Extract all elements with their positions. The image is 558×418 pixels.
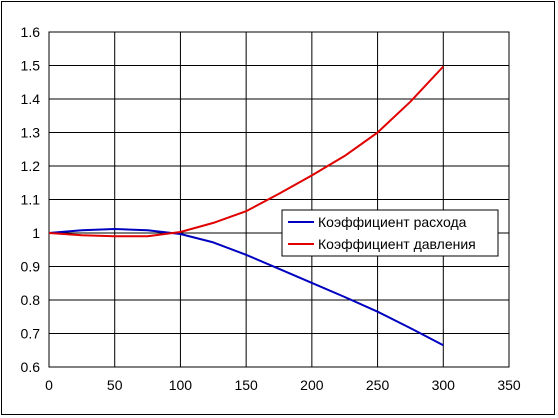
series-lines (48, 65, 445, 347)
y-tick-label: 1.6 (21, 24, 41, 40)
x-axis-ticks: 0 50 100 150 200 250 300 350 (45, 377, 521, 393)
plot-area (48, 31, 510, 368)
series-line-2 (48, 65, 445, 238)
y-tick-label: 0.7 (21, 326, 41, 342)
y-tick-label: 0.8 (21, 292, 41, 308)
x-tick-label: 150 (234, 377, 258, 393)
grid-lines (48, 31, 510, 368)
y-tick-label: 1.1 (21, 192, 41, 208)
y-tick-label: 0.6 (21, 359, 41, 375)
x-tick-label: 50 (107, 377, 123, 393)
x-tick-label: 250 (366, 377, 390, 393)
legend: Коэффициент расхода Коэффициент давления (281, 209, 499, 257)
legend-box (281, 209, 499, 257)
y-tick-label: 1.2 (21, 158, 41, 174)
y-axis-ticks: 0.6 0.7 0.8 0.9 1 1.1 1.2 1.3 1.4 1.5 1.6 (21, 24, 41, 375)
legend-label-2: Коэффициент давления (318, 236, 476, 252)
x-tick-label: 100 (169, 377, 193, 393)
y-tick-label: 1.5 (21, 58, 41, 74)
y-tick-label: 1.4 (21, 91, 41, 107)
series-line-1 (48, 228, 444, 347)
x-tick-label: 350 (497, 377, 521, 393)
y-tick-label: 0.9 (21, 259, 41, 275)
x-tick-label: 300 (432, 377, 456, 393)
y-tick-label: 1 (32, 225, 40, 241)
x-tick-label: 0 (45, 377, 53, 393)
legend-label-1: Коэффициент расхода (318, 214, 467, 230)
x-tick-label: 200 (300, 377, 324, 393)
y-tick-label: 1.3 (21, 125, 41, 141)
